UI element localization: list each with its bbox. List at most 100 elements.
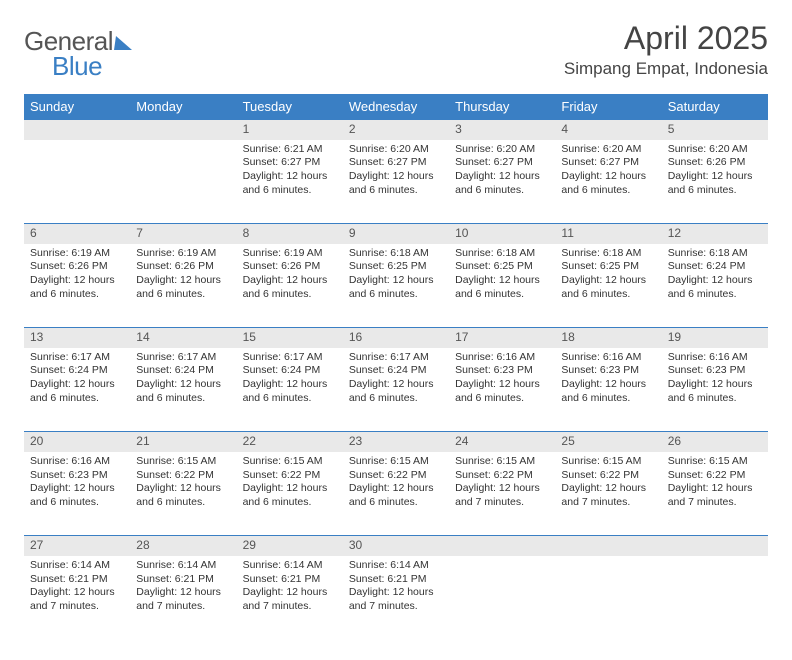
sunset-text: Sunset: 6:21 PM bbox=[349, 573, 443, 587]
daylight-text: Daylight: 12 hours and 6 minutes. bbox=[349, 482, 443, 509]
day-number-cell: 20 bbox=[24, 432, 130, 452]
sunset-text: Sunset: 6:25 PM bbox=[455, 260, 549, 274]
day-content-cell: Sunrise: 6:20 AMSunset: 6:27 PMDaylight:… bbox=[343, 140, 449, 224]
day-number-cell: 11 bbox=[555, 224, 661, 244]
sunset-text: Sunset: 6:24 PM bbox=[668, 260, 762, 274]
sunrise-text: Sunrise: 6:19 AM bbox=[136, 247, 230, 261]
day-number-row: 6789101112 bbox=[24, 224, 768, 244]
day-number-cell: 2 bbox=[343, 120, 449, 140]
day-number-cell: 22 bbox=[237, 432, 343, 452]
sunrise-text: Sunrise: 6:16 AM bbox=[30, 455, 124, 469]
day-content-cell: Sunrise: 6:17 AMSunset: 6:24 PMDaylight:… bbox=[237, 348, 343, 432]
day-number-row: 13141516171819 bbox=[24, 328, 768, 348]
day-number-cell: 1 bbox=[237, 120, 343, 140]
sunset-text: Sunset: 6:23 PM bbox=[668, 364, 762, 378]
sunrise-text: Sunrise: 6:16 AM bbox=[455, 351, 549, 365]
sunset-text: Sunset: 6:24 PM bbox=[243, 364, 337, 378]
sunset-text: Sunset: 6:27 PM bbox=[243, 156, 337, 170]
sunrise-text: Sunrise: 6:21 AM bbox=[243, 143, 337, 157]
day-content-cell: Sunrise: 6:19 AMSunset: 6:26 PMDaylight:… bbox=[130, 244, 236, 328]
sunrise-text: Sunrise: 6:20 AM bbox=[668, 143, 762, 157]
day-content-cell: Sunrise: 6:15 AMSunset: 6:22 PMDaylight:… bbox=[555, 452, 661, 536]
day-content-cell bbox=[662, 556, 768, 640]
day-number-cell: 13 bbox=[24, 328, 130, 348]
day-content-cell: Sunrise: 6:16 AMSunset: 6:23 PMDaylight:… bbox=[555, 348, 661, 432]
day-content-cell: Sunrise: 6:18 AMSunset: 6:25 PMDaylight:… bbox=[449, 244, 555, 328]
day-content-cell: Sunrise: 6:19 AMSunset: 6:26 PMDaylight:… bbox=[24, 244, 130, 328]
daylight-text: Daylight: 12 hours and 6 minutes. bbox=[136, 274, 230, 301]
daylight-text: Daylight: 12 hours and 6 minutes. bbox=[243, 170, 337, 197]
month-title: April 2025 bbox=[564, 20, 768, 57]
daylight-text: Daylight: 12 hours and 6 minutes. bbox=[30, 378, 124, 405]
sunset-text: Sunset: 6:21 PM bbox=[243, 573, 337, 587]
day-content-cell: Sunrise: 6:18 AMSunset: 6:24 PMDaylight:… bbox=[662, 244, 768, 328]
daylight-text: Daylight: 12 hours and 6 minutes. bbox=[136, 378, 230, 405]
sunrise-text: Sunrise: 6:15 AM bbox=[136, 455, 230, 469]
day-number-row: 20212223242526 bbox=[24, 432, 768, 452]
sunset-text: Sunset: 6:27 PM bbox=[349, 156, 443, 170]
day-number-cell: 29 bbox=[237, 536, 343, 556]
day-of-week-row: SundayMondayTuesdayWednesdayThursdayFrid… bbox=[24, 94, 768, 120]
sunset-text: Sunset: 6:21 PM bbox=[30, 573, 124, 587]
day-header: Thursday bbox=[449, 94, 555, 120]
day-number-cell: 30 bbox=[343, 536, 449, 556]
daylight-text: Daylight: 12 hours and 6 minutes. bbox=[30, 482, 124, 509]
day-number-cell: 28 bbox=[130, 536, 236, 556]
sunset-text: Sunset: 6:26 PM bbox=[136, 260, 230, 274]
sunset-text: Sunset: 6:25 PM bbox=[561, 260, 655, 274]
calendar-table: SundayMondayTuesdayWednesdayThursdayFrid… bbox=[24, 94, 768, 640]
day-number-cell bbox=[662, 536, 768, 556]
sunset-text: Sunset: 6:27 PM bbox=[455, 156, 549, 170]
day-number-cell: 5 bbox=[662, 120, 768, 140]
sunrise-text: Sunrise: 6:16 AM bbox=[561, 351, 655, 365]
daylight-text: Daylight: 12 hours and 6 minutes. bbox=[455, 170, 549, 197]
sunset-text: Sunset: 6:26 PM bbox=[243, 260, 337, 274]
day-content-cell: Sunrise: 6:14 AMSunset: 6:21 PMDaylight:… bbox=[130, 556, 236, 640]
day-content-cell bbox=[555, 556, 661, 640]
day-content-cell: Sunrise: 6:15 AMSunset: 6:22 PMDaylight:… bbox=[130, 452, 236, 536]
sunset-text: Sunset: 6:24 PM bbox=[136, 364, 230, 378]
sunrise-text: Sunrise: 6:15 AM bbox=[243, 455, 337, 469]
sunrise-text: Sunrise: 6:15 AM bbox=[668, 455, 762, 469]
sunrise-text: Sunrise: 6:14 AM bbox=[30, 559, 124, 573]
day-content-cell: Sunrise: 6:15 AMSunset: 6:22 PMDaylight:… bbox=[662, 452, 768, 536]
daylight-text: Daylight: 12 hours and 7 minutes. bbox=[136, 586, 230, 613]
sunrise-text: Sunrise: 6:20 AM bbox=[455, 143, 549, 157]
calendar-page: GeneralBlue April 2025 Simpang Empat, In… bbox=[0, 0, 792, 660]
day-content-row: Sunrise: 6:17 AMSunset: 6:24 PMDaylight:… bbox=[24, 348, 768, 432]
daylight-text: Daylight: 12 hours and 6 minutes. bbox=[243, 482, 337, 509]
day-number-cell: 8 bbox=[237, 224, 343, 244]
daylight-text: Daylight: 12 hours and 6 minutes. bbox=[668, 170, 762, 197]
logo: GeneralBlue bbox=[24, 26, 133, 82]
location-label: Simpang Empat, Indonesia bbox=[564, 59, 768, 79]
sunrise-text: Sunrise: 6:16 AM bbox=[668, 351, 762, 365]
sunrise-text: Sunrise: 6:14 AM bbox=[136, 559, 230, 573]
day-content-cell: Sunrise: 6:14 AMSunset: 6:21 PMDaylight:… bbox=[24, 556, 130, 640]
daylight-text: Daylight: 12 hours and 6 minutes. bbox=[349, 378, 443, 405]
day-content-cell: Sunrise: 6:17 AMSunset: 6:24 PMDaylight:… bbox=[130, 348, 236, 432]
day-content-cell bbox=[130, 140, 236, 224]
daylight-text: Daylight: 12 hours and 6 minutes. bbox=[455, 378, 549, 405]
sunset-text: Sunset: 6:23 PM bbox=[30, 469, 124, 483]
daylight-text: Daylight: 12 hours and 7 minutes. bbox=[243, 586, 337, 613]
sunset-text: Sunset: 6:22 PM bbox=[136, 469, 230, 483]
daylight-text: Daylight: 12 hours and 6 minutes. bbox=[668, 274, 762, 301]
sunset-text: Sunset: 6:22 PM bbox=[349, 469, 443, 483]
calendar-head: SundayMondayTuesdayWednesdayThursdayFrid… bbox=[24, 94, 768, 120]
day-number-row: 27282930 bbox=[24, 536, 768, 556]
day-number-cell: 12 bbox=[662, 224, 768, 244]
daylight-text: Daylight: 12 hours and 7 minutes. bbox=[561, 482, 655, 509]
sunset-text: Sunset: 6:25 PM bbox=[349, 260, 443, 274]
sunrise-text: Sunrise: 6:14 AM bbox=[349, 559, 443, 573]
day-number-cell bbox=[555, 536, 661, 556]
sunrise-text: Sunrise: 6:17 AM bbox=[243, 351, 337, 365]
day-number-cell: 6 bbox=[24, 224, 130, 244]
sunrise-text: Sunrise: 6:15 AM bbox=[455, 455, 549, 469]
day-number-cell: 7 bbox=[130, 224, 236, 244]
day-header: Saturday bbox=[662, 94, 768, 120]
day-header: Friday bbox=[555, 94, 661, 120]
day-content-cell: Sunrise: 6:14 AMSunset: 6:21 PMDaylight:… bbox=[237, 556, 343, 640]
day-content-cell: Sunrise: 6:17 AMSunset: 6:24 PMDaylight:… bbox=[343, 348, 449, 432]
day-content-cell: Sunrise: 6:20 AMSunset: 6:27 PMDaylight:… bbox=[555, 140, 661, 224]
sunrise-text: Sunrise: 6:14 AM bbox=[243, 559, 337, 573]
